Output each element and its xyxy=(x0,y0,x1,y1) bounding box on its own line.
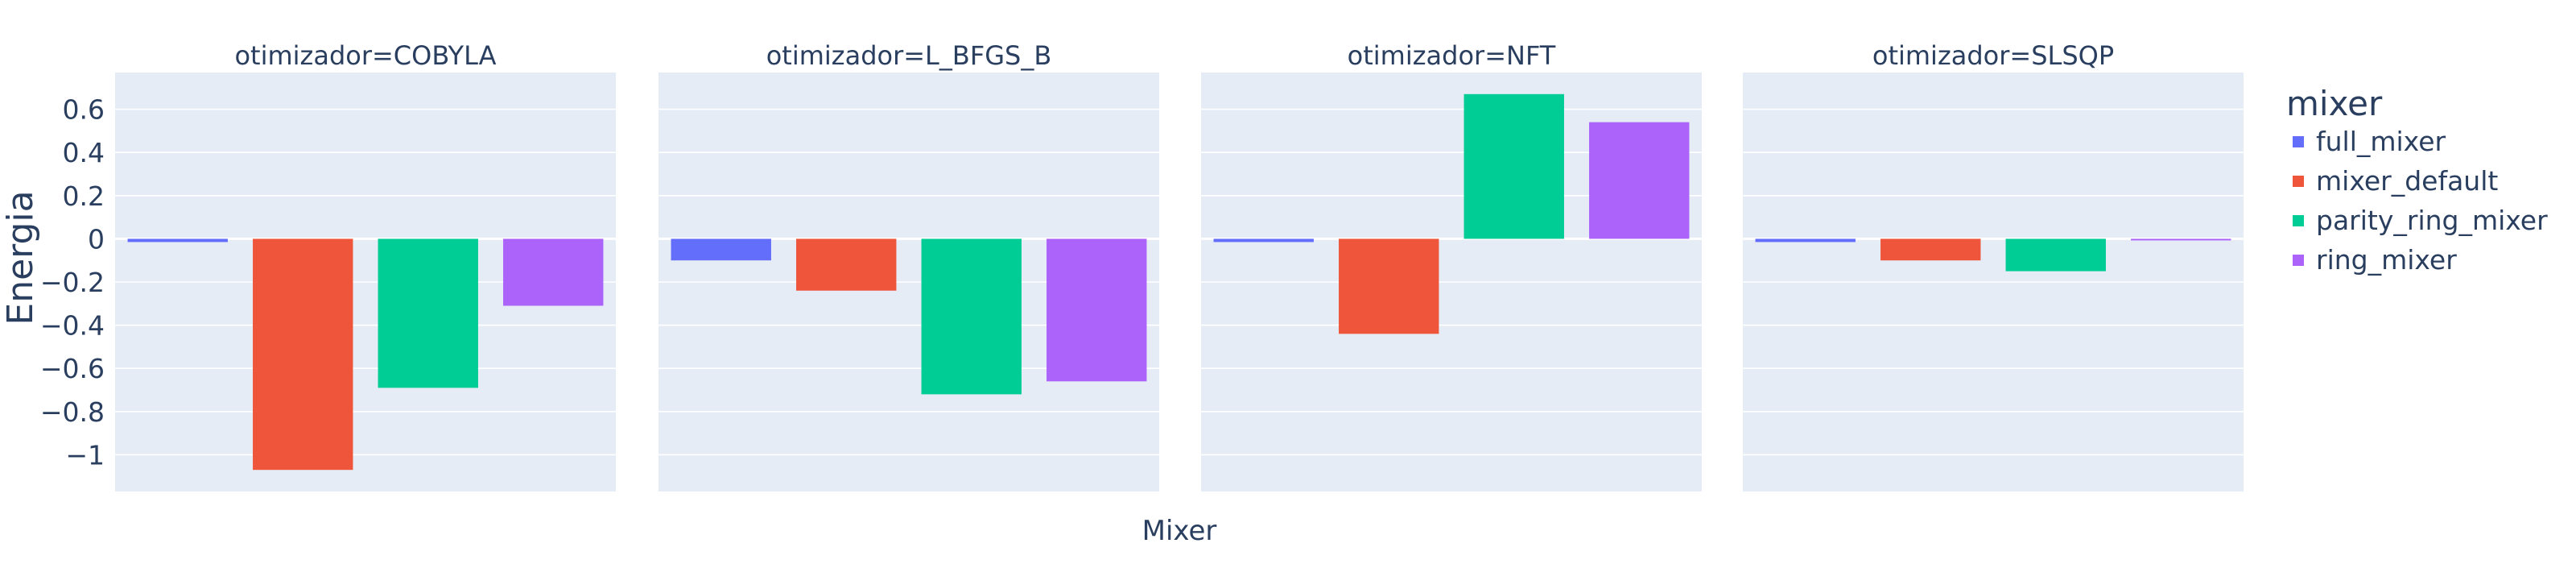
bar-full_mixer[interactable] xyxy=(127,238,228,243)
bar-ring_mixer[interactable] xyxy=(503,238,604,306)
facet-title: otimizador=COBYLA xyxy=(234,40,496,71)
y-tick-label: −0.8 xyxy=(40,396,105,428)
legend-swatch xyxy=(2293,215,2304,226)
bar-ring_mixer[interactable] xyxy=(1589,122,1690,239)
bar-mixer_default[interactable] xyxy=(1880,238,1981,261)
y-axis-ticks: 0.6 0.4 0.2 0 −0.2 −0.4 −0.6 −0.8 −1 xyxy=(40,94,105,471)
facet-panel-2: otimizador=L_BFGS_B xyxy=(658,40,1159,491)
x-axis-title: Mixer xyxy=(1142,515,1217,547)
facet-panel-4: otimizador=SLSQP xyxy=(1743,40,2244,491)
legend-swatch xyxy=(2293,136,2304,147)
facet-title: otimizador=NFT xyxy=(1348,40,1556,71)
legend-item-mixer_default[interactable]: mixer_default xyxy=(2293,165,2498,197)
legend-item-ring_mixer[interactable]: ring_mixer xyxy=(2293,244,2457,276)
legend-title: mixer xyxy=(2286,84,2383,123)
facet-panel-1: otimizador=COBYLA xyxy=(115,40,616,491)
legend-label: full_mixer xyxy=(2316,126,2446,157)
axis-titles: Energia Mixer xyxy=(0,190,1216,547)
y-axis-title: Energia xyxy=(0,190,41,325)
bar-ring_mixer[interactable] xyxy=(2131,238,2231,241)
y-tick-label: −0.2 xyxy=(40,267,105,298)
y-tick-label: 0.4 xyxy=(63,137,105,168)
bar-full_mixer[interactable] xyxy=(671,238,771,261)
y-tick-label: −0.4 xyxy=(40,310,105,342)
bar-parity_ring_mixer[interactable] xyxy=(378,238,478,388)
bar-parity_ring_mixer[interactable] xyxy=(2005,238,2106,272)
legend-item-full_mixer[interactable]: full_mixer xyxy=(2293,126,2446,157)
legend-label: ring_mixer xyxy=(2316,244,2457,276)
bar-mixer_default[interactable] xyxy=(1339,238,1439,334)
bar-parity_ring_mixer[interactable] xyxy=(921,238,1022,395)
legend: mixer full_mixer mixer_default parity_ring… xyxy=(2286,84,2548,276)
y-tick-label: 0.2 xyxy=(63,180,105,212)
bar-parity_ring_mixer[interactable] xyxy=(1463,93,1564,239)
legend-swatch xyxy=(2293,176,2304,187)
y-tick-label: −1 xyxy=(65,439,105,471)
legend-swatch xyxy=(2293,255,2304,266)
panels-layer: otimizador=COBYLA otimizador=L_BFGS_B otim… xyxy=(115,40,2244,491)
y-tick-label: 0.6 xyxy=(63,94,105,126)
legend-label: parity_ring_mixer xyxy=(2316,205,2548,236)
bar-ring_mixer[interactable] xyxy=(1046,238,1147,382)
bar-mixer_default[interactable] xyxy=(796,238,897,291)
facet-title: otimizador=SLSQP xyxy=(1872,40,2114,71)
legend-label: mixer_default xyxy=(2316,165,2498,197)
facet-panel-3: otimizador=NFT xyxy=(1201,40,1702,491)
bar-full_mixer[interactable] xyxy=(1755,238,1856,243)
y-tick-label: −0.6 xyxy=(40,353,105,384)
y-tick-label: 0 xyxy=(88,223,105,255)
legend-item-parity_ring_mixer[interactable]: parity_ring_mixer xyxy=(2293,205,2548,236)
bar-full_mixer[interactable] xyxy=(1213,238,1314,243)
facet-title: otimizador=L_BFGS_B xyxy=(766,40,1052,71)
bar-mixer_default[interactable] xyxy=(253,238,353,471)
